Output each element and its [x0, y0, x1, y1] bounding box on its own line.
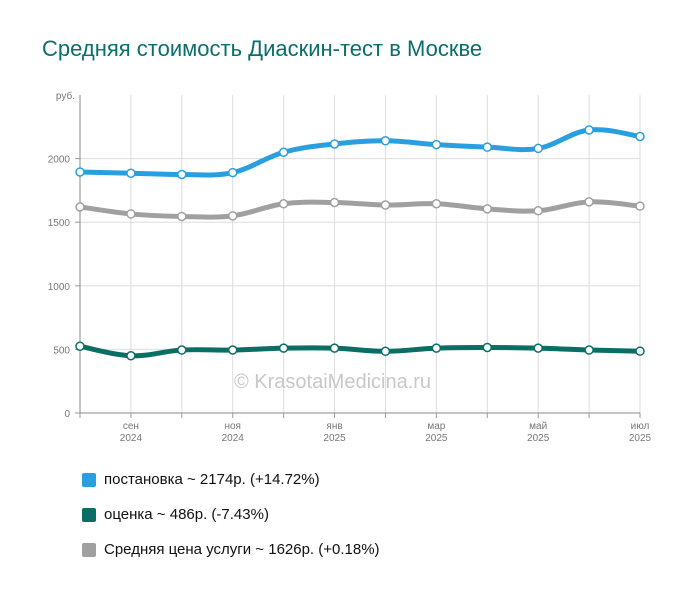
data-point-postanovka [431, 139, 442, 150]
axes: 0500100015002000руб.сен2024ноя2024янв202… [48, 90, 652, 444]
data-point-postanovka [482, 142, 493, 152]
legend-item-postanovka[interactable]: постановка ~ 2174р. (+14.72%) [82, 462, 380, 497]
data-point-average [482, 204, 493, 214]
y-tick-label: 1000 [48, 282, 71, 293]
y-unit-label: руб. [56, 90, 75, 102]
series-line-otsenka [77, 343, 643, 359]
data-point-average [278, 199, 289, 209]
series-line-postanovka [77, 127, 643, 178]
data-point-average [75, 202, 85, 212]
data-point-average [227, 211, 238, 221]
data-point-postanovka [635, 131, 645, 142]
data-point-average [380, 200, 391, 210]
series-line-average [77, 199, 643, 220]
watermark: © KrasotaiMedicina.ru [234, 371, 432, 393]
legend-label-average: Средняя цена услуги ~ 1626р. (+0.18%) [104, 541, 380, 558]
data-point-postanovka [177, 169, 187, 180]
x-tick-label-month: ноя [224, 421, 241, 432]
data-point-average [431, 199, 442, 209]
chart-title: Средняя стоимость Диаскин-тест в Москве [42, 36, 483, 61]
y-tick-label: 0 [64, 409, 70, 420]
data-point-otsenka [380, 346, 391, 357]
data-point-postanovka [380, 136, 391, 146]
legend-item-otsenka[interactable]: оценка ~ 486р. (-7.43%) [82, 497, 380, 532]
data-point-postanovka [584, 125, 594, 135]
data-point-postanovka [75, 167, 85, 177]
y-tick-label: 2000 [48, 155, 71, 166]
legend: постановка ~ 2174р. (+14.72%) оценка ~ 4… [82, 462, 380, 567]
data-point-average [177, 211, 187, 222]
legend-swatch-average [82, 542, 96, 557]
x-tick-label-month: сен [123, 421, 139, 432]
series-lines [75, 125, 645, 361]
legend-label-otsenka: оценка ~ 486р. (-7.43%) [104, 506, 269, 523]
x-tick-label-month: июл [631, 421, 650, 432]
data-point-postanovka [533, 143, 543, 154]
data-point-postanovka [278, 147, 289, 157]
x-tick-label-month: янв [326, 421, 342, 432]
y-tick-label: 500 [53, 345, 70, 356]
x-tick-label-year: 2024 [120, 433, 143, 444]
data-point-otsenka [482, 342, 493, 353]
data-point-otsenka [431, 343, 442, 353]
x-tick-label-year: 2024 [222, 433, 245, 444]
data-point-average [635, 201, 645, 211]
x-tick-label-year: 2025 [425, 433, 448, 444]
data-point-otsenka [126, 351, 136, 361]
data-point-otsenka [227, 345, 238, 355]
data-point-average [329, 197, 340, 208]
data-point-postanovka [126, 168, 136, 178]
legend-item-average[interactable]: Средняя цена услуги ~ 1626р. (+0.18%) [82, 532, 380, 567]
x-tick-label-month: май [529, 421, 547, 432]
x-tick-label-year: 2025 [323, 433, 346, 444]
data-point-otsenka [75, 341, 85, 351]
legend-label-postanovka: постановка ~ 2174р. (+14.72%) [104, 471, 320, 488]
data-point-otsenka [329, 343, 340, 353]
data-point-postanovka [329, 139, 340, 149]
data-point-otsenka [278, 343, 289, 353]
data-point-otsenka [635, 346, 645, 356]
x-tick-label-year: 2025 [527, 433, 550, 444]
data-point-average [126, 209, 136, 219]
data-point-otsenka [584, 345, 594, 355]
data-point-otsenka [533, 343, 543, 353]
y-tick-label: 1500 [48, 218, 71, 229]
legend-swatch-otsenka [82, 507, 96, 522]
x-tick-label-month: мар [427, 421, 445, 432]
data-point-otsenka [177, 345, 187, 355]
data-point-average [533, 206, 543, 216]
data-point-postanovka [227, 167, 238, 178]
data-point-average [584, 197, 594, 207]
legend-swatch-postanovka [82, 472, 96, 487]
x-tick-label-year: 2025 [629, 433, 652, 444]
